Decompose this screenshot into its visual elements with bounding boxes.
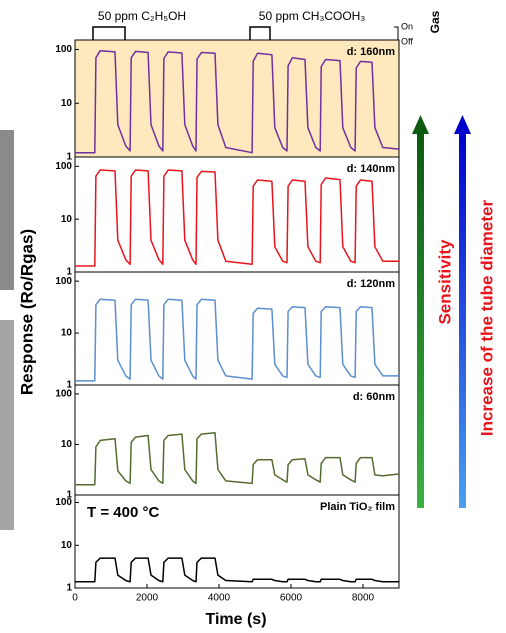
data-line: [75, 49, 400, 154]
y-axis-label: Response (Ro/Rgas): [17, 229, 36, 395]
gas-title: Gas: [428, 10, 442, 33]
y-tick-label: 1: [66, 152, 72, 163]
gas-off: Off: [401, 36, 413, 46]
data-line: [75, 557, 399, 583]
gas-on: On: [401, 21, 413, 31]
y-tick-label: 1: [66, 583, 72, 594]
y-tick-label: 10: [61, 98, 73, 109]
diameter-label: Increase of the tube diameter: [477, 200, 496, 437]
y-tick-label: 100: [55, 276, 72, 287]
arrow-shaft: [459, 132, 466, 508]
x-axis-label: Time (s): [205, 611, 266, 628]
y-tick-label: 10: [61, 439, 73, 450]
sensitivity-label: Sensitivity: [435, 239, 454, 325]
gas-label: 50 ppm CH₃COOH₃: [259, 9, 366, 23]
panel-frame: [74, 156, 400, 273]
y-tick-label: 100: [55, 161, 72, 172]
arrow-shaft: [417, 132, 424, 508]
x-tick-label: 4000: [208, 593, 231, 604]
y-tick-label: 10: [61, 214, 73, 225]
panel-frame: [74, 494, 400, 589]
y-tick-label: 100: [55, 497, 72, 508]
gas-label: 50 ppm C₂H₅OH: [98, 9, 186, 23]
y-tick-label: 1: [66, 380, 72, 391]
y-tick-label: 10: [61, 540, 73, 551]
data-line: [75, 432, 400, 486]
panel-label: d: 120nm: [347, 278, 396, 290]
data-line: [75, 169, 399, 267]
x-tick-label: 0: [72, 593, 78, 604]
sem-image: [0, 130, 14, 290]
y-tick-label: 1: [66, 267, 72, 278]
y-tick-label: 100: [55, 44, 72, 55]
y-tick-label: 10: [61, 328, 73, 339]
sem-image: [0, 320, 14, 530]
panel-label: d: 160nm: [347, 46, 396, 58]
y-tick-label: 100: [55, 389, 72, 400]
annotation: T = 400 °C: [87, 504, 159, 521]
y-tick-label: 1: [66, 490, 72, 501]
x-tick-label: 6000: [280, 593, 303, 604]
arrow-head: [412, 115, 429, 134]
panel-label: d: 140nm: [347, 163, 396, 175]
data-line: [75, 298, 399, 382]
x-tick-label: 2000: [136, 593, 159, 604]
arrow-head: [454, 115, 471, 134]
panel-label: Plain TiO₂ film: [320, 501, 395, 513]
panel-frame: [74, 39, 400, 158]
x-tick-label: 8000: [352, 593, 375, 604]
panel-label: d: 60nm: [353, 391, 395, 403]
